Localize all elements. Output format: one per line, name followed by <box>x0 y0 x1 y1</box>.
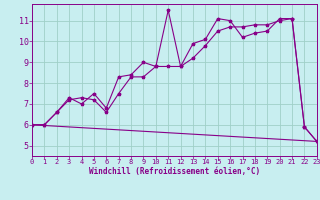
X-axis label: Windchill (Refroidissement éolien,°C): Windchill (Refroidissement éolien,°C) <box>89 167 260 176</box>
